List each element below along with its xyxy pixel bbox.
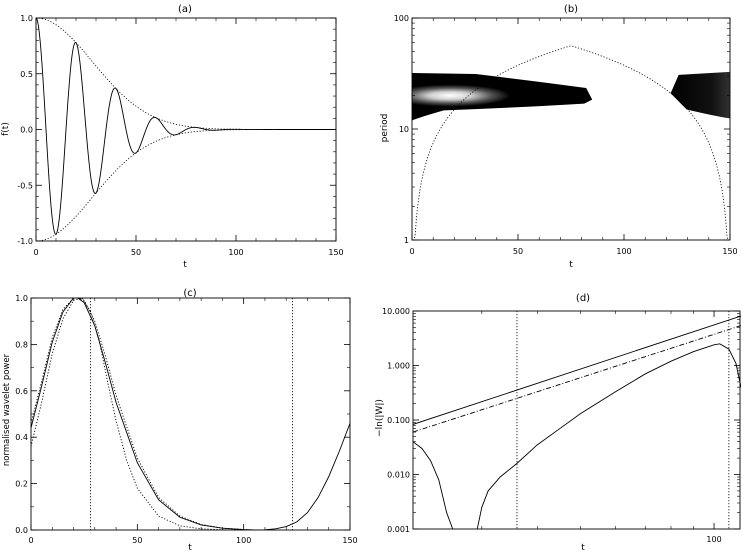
panel-a-ytick-label: 0.0 [20, 126, 33, 135]
panel-a-ylabel: f(t) [1, 122, 11, 136]
panel-d-ytick-label: 1.000 [387, 362, 410, 371]
panel-d: (d) 100 0.001 0.010 0.100 1.000 10.000 t −ln(… [375, 293, 741, 552]
panel-a-plot-area: 0 50 100 150 -1.0 -0.5 0.0 0.5 1.0 [17, 14, 343, 257]
panel-c-xtick-label: 150 [342, 536, 357, 545]
panel-b: (b) 0 50 100 150 1 10 100 t period [380, 4, 738, 270]
panel-c-ytick-label: 0.2 [15, 480, 28, 489]
panel-a-title: (a) [178, 4, 192, 15]
panel-a-ytick-label: -1.0 [17, 237, 33, 246]
panel-a-xtick-label: 150 [328, 248, 343, 257]
panel-c-ytick-label: 1.0 [15, 294, 28, 303]
panel-b-xtick-label: 100 [616, 247, 631, 256]
panel-d-series-3 [413, 315, 741, 425]
panel-b-xtick-label: 50 [513, 247, 523, 256]
panel-a-xtick-label: 0 [33, 248, 38, 257]
panel-b-title: (b) [564, 4, 578, 15]
panel-c-xtick-label: 0 [28, 536, 33, 545]
panel-c-ytick-label: 0.4 [15, 433, 28, 442]
panel-d-xlabel: t [581, 543, 585, 552]
panel-d-ytick-label: 0.100 [387, 416, 410, 425]
panel-d-ytick-label: 0.010 [387, 471, 410, 480]
panel-c-title: (c) [183, 288, 196, 299]
panel-d-series-1 [413, 441, 454, 529]
panel-b-ytick-label: 10 [399, 125, 409, 134]
panel-b-cone-of-influence [413, 45, 729, 240]
panel-b-xtick-label: 150 [722, 247, 737, 256]
panel-a-xlabel: t [183, 260, 187, 270]
panel-b-xtick-label: 0 [409, 247, 414, 256]
panel-a-series-envelope-upper [36, 17, 336, 130]
panel-c-series-2 [31, 298, 255, 530]
panel-d-ylabel: −ln(|W|) [375, 399, 385, 437]
panel-c: (c) 0 50 100 150 0.0 0.2 0.4 0.6 0.8 1.0 t normal… [2, 288, 358, 552]
panel-d-ytick-label: 10.000 [382, 307, 410, 316]
panel-b-plot-area: 0 50 100 150 1 10 100 [394, 14, 738, 256]
panel-d-ytick-label: 0.001 [387, 525, 410, 534]
panel-a-xtick-label: 50 [131, 248, 141, 257]
panel-a-ytick-label: -0.5 [17, 181, 33, 190]
panel-a-series-signal [35, 17, 336, 235]
panel-d-plot-area: 100 0.001 0.010 0.100 1.000 10.000 [382, 307, 741, 544]
panel-c-ylabel: normalised wavelet power [2, 353, 12, 466]
panel-a: (a) 0 50 100 150 -1.0 -0.5 0.0 0.5 1.0 t f(t) [1, 4, 344, 270]
panel-d-series-2 [476, 343, 741, 529]
panel-c-xtick-label: 50 [132, 536, 142, 545]
panel-b-ytick-label: 1 [404, 236, 409, 245]
panel-c-ytick-label: 0.8 [15, 340, 28, 349]
panel-c-ytick-label: 0.0 [15, 526, 28, 535]
panel-a-series-envelope-lower [36, 129, 336, 242]
panel-b-power-peak [412, 84, 511, 107]
panel-c-xlabel: t [188, 543, 192, 552]
panel-d-xtick-label: 100 [706, 535, 721, 544]
panel-c-series-3 [31, 298, 255, 530]
panel-c-plot-area: 0 50 100 150 0.0 0.2 0.4 0.6 0.8 1.0 [15, 294, 357, 545]
panel-b-ytick-label: 100 [394, 14, 409, 23]
panel-d-series-4 [413, 325, 741, 433]
panel-c-ytick-label: 0.6 [15, 387, 28, 396]
panel-d-title: (d) [576, 293, 590, 304]
panel-b-ylabel: period [380, 114, 390, 143]
panel-c-xtick-label: 100 [236, 536, 251, 545]
panel-c-series-1 [31, 298, 350, 530]
panel-a-xtick-label: 100 [228, 248, 243, 257]
panel-b-xlabel: t [569, 260, 573, 270]
panel-a-ytick-label: 1.0 [20, 14, 33, 23]
panel-a-ytick-label: 0.5 [20, 70, 33, 79]
